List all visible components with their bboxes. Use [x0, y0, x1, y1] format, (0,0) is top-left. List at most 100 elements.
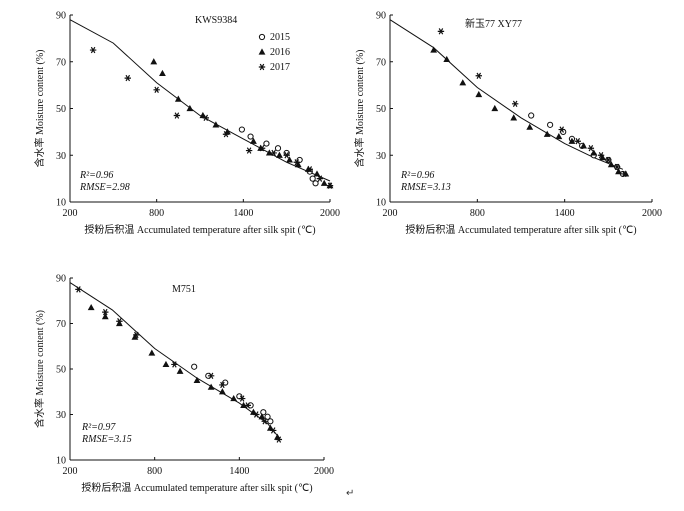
data-point-triangle [320, 179, 328, 186]
data-point-triangle [230, 394, 238, 402]
data-point-star [153, 86, 160, 93]
rmse-label: RMSE=2.98 [79, 182, 130, 193]
data-point-triangle [590, 149, 598, 156]
r-squared-label: R²=0.96 [400, 170, 434, 181]
data-point-star [293, 159, 300, 166]
data-point-triangle [475, 90, 483, 98]
data-point-star [124, 74, 131, 82]
panel-title: 新玉77 XY77 [465, 17, 522, 30]
data-point-star [283, 152, 290, 159]
data-point-star [511, 100, 519, 108]
data-point-star [245, 147, 253, 154]
data-point-triangle [219, 388, 226, 395]
data-point-triangle [615, 168, 622, 175]
data-point-triangle [580, 142, 587, 149]
r-squared-label: R²=0.97 [81, 422, 116, 433]
x-tick-label: 800 [147, 466, 162, 477]
x-tick-label: 800 [149, 208, 164, 219]
fit-curve [69, 19, 331, 182]
legend-marker [258, 48, 266, 55]
y-tick-label: 30 [376, 151, 386, 162]
data-point-star [171, 361, 178, 368]
data-point-star [275, 436, 283, 443]
y-tick-label: 70 [376, 57, 386, 68]
data-point-star [613, 163, 621, 171]
y-tick-label: 10 [376, 198, 386, 209]
data-point-triangle [430, 46, 438, 53]
data-point-star [202, 114, 209, 122]
data-point-circle [547, 121, 554, 128]
data-point-star [258, 145, 266, 152]
data-point-star [116, 318, 123, 325]
data-point-circle [309, 175, 316, 182]
data-point-star [316, 175, 324, 182]
data-point-triangle [159, 69, 166, 77]
data-point-triangle [240, 401, 247, 408]
data-point-star [207, 372, 215, 380]
data-point-circle [191, 363, 198, 370]
data-point-star [102, 308, 109, 316]
data-point-star [621, 170, 628, 178]
x-axis-title: 授粉后积温 Accumulated temperature after silk… [84, 223, 315, 236]
x-tick-label: 1400 [233, 208, 253, 219]
data-point-circle [247, 133, 254, 140]
rmse-label: RMSE=3.13 [400, 182, 451, 193]
data-point-star [261, 418, 268, 425]
data-point-triangle [250, 137, 257, 144]
data-point-triangle [286, 156, 293, 163]
data-point-star [219, 381, 226, 389]
data-point-triangle [543, 130, 551, 137]
paragraph-mark: ↵ [346, 488, 355, 499]
y-tick-label: 50 [376, 104, 386, 115]
data-point-star [173, 112, 181, 119]
data-point-triangle [148, 349, 156, 356]
data-point-circle [263, 140, 270, 147]
data-point-triangle [526, 123, 534, 130]
rmse-label: RMSE=3.15 [81, 434, 132, 445]
data-point-star [587, 145, 595, 152]
data-point-star [75, 286, 82, 293]
data-point-star [270, 149, 277, 157]
x-tick-label: 1400 [555, 208, 575, 219]
x-tick-label: 200 [63, 466, 78, 477]
y-tick-label: 90 [376, 11, 386, 22]
data-point-star [437, 28, 445, 35]
data-point-star [238, 395, 246, 402]
data-point-triangle [212, 121, 220, 128]
x-axis-title: 授粉后积温 Accumulated temperature after silk… [81, 481, 312, 494]
data-point-triangle [607, 161, 615, 168]
data-point-triangle [443, 55, 451, 63]
y-tick-label: 30 [56, 151, 66, 162]
y-axis-title: 含水率 Moisture content (%) [353, 49, 366, 167]
y-tick-label: 90 [56, 11, 66, 22]
legend-label: 2015 [270, 32, 290, 43]
data-point-triangle [186, 104, 194, 112]
data-point-star [244, 402, 251, 409]
data-point-circle [312, 180, 319, 187]
y-tick-label: 70 [56, 319, 66, 330]
x-tick-label: 200 [383, 208, 398, 219]
data-point-triangle [555, 132, 563, 140]
data-point-triangle [87, 303, 95, 311]
data-point-triangle [258, 413, 266, 420]
legend-label: 2016 [270, 47, 290, 58]
data-point-triangle [568, 137, 576, 144]
y-tick-label: 90 [56, 274, 66, 285]
data-point-star [475, 72, 482, 79]
data-point-circle [267, 418, 274, 425]
r-squared-label: R²=0.96 [79, 170, 113, 181]
data-point-triangle [101, 313, 109, 320]
data-point-circle [528, 112, 535, 119]
x-tick-label: 2000 [642, 208, 662, 219]
data-point-triangle [459, 79, 467, 86]
data-point-triangle [150, 58, 158, 65]
data-point-star [605, 156, 612, 164]
x-tick-label: 1400 [229, 466, 249, 477]
y-axis-title: 含水率 Moisture content (%) [33, 49, 46, 167]
panel-title: M751 [172, 284, 196, 295]
data-point-triangle [276, 151, 283, 158]
data-point-star [89, 46, 97, 54]
